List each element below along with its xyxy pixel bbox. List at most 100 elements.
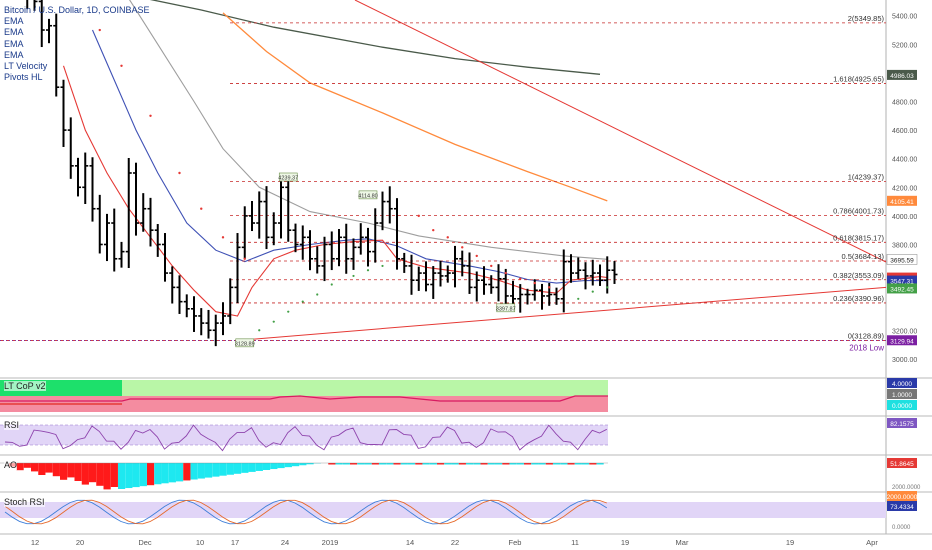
legend-item: EMA [4,16,24,27]
ao-bar [110,463,118,487]
ao-bar [371,463,379,465]
ao-bar [422,463,430,465]
rsi-pane-label: RSI [4,420,20,430]
ao-bar [45,463,53,473]
ao-bar [139,463,147,487]
velocity-dot [577,297,580,300]
ao-bar [89,463,97,483]
x-tick-label: 17 [231,538,239,547]
ao-bar [473,463,481,465]
velocity-dot [461,246,464,249]
pivot-label: 3128.89 [235,341,255,347]
pivot-label-box [235,338,255,348]
velocity-dot [272,320,275,323]
cop-badge-label: 4.0000 [892,381,912,388]
price-badge [886,254,918,265]
stoch-badge [887,501,917,511]
ao-bar [96,463,104,486]
velocity-dot [475,254,478,258]
ao-bar [524,463,532,465]
ao-bar [23,463,31,468]
ao-bar [263,463,271,470]
ao-bar [589,463,597,465]
price-badge [887,275,917,286]
ao-bar [103,463,111,490]
ao-bar [168,463,176,483]
ao-bar [255,463,263,471]
pivot-label-box [496,303,516,313]
price-badge [887,69,917,80]
velocity-dot [606,286,609,289]
velocity-dot [98,28,101,32]
velocity-dot [149,114,152,118]
velocity-dot [519,277,522,280]
ao-badge-label: 51.8645 [890,461,914,468]
velocity-dot [301,300,304,303]
stoch-pane-label: Stoch RSI [4,497,45,507]
cop-badge [887,378,917,388]
pivot-label: 3397.87 [496,306,516,312]
velocity-dot [533,281,536,285]
velocity-dot [548,286,551,289]
chart-title: Bitcoin / U.S. Dollar, 1D, COINBASE [4,5,150,15]
y-tick-label: 4600.00 [892,128,917,135]
legend-item: EMA [4,38,24,49]
ao-bar [408,463,416,465]
stoch-d-line [4,499,607,525]
y-tick-label: 4000.00 [892,214,917,221]
x-tick-label: 20 [76,538,84,547]
ao-bar [516,463,524,465]
fib-level-label: 0.236(3390.96) [833,294,884,303]
stoch-band [0,502,886,518]
ao-bar [270,463,278,470]
price-badge-label: 3129.94 [890,338,914,345]
ao-bar [292,463,300,467]
ao-bar [574,463,582,465]
fib-level-label: 2(5349.85) [848,14,885,23]
ao-bar [458,463,466,465]
x-tick-label: Apr [866,538,878,547]
x-tick-label: 10 [196,538,204,547]
ao-bar [545,463,553,465]
stoch-lower-label: 0.0000 [892,525,911,531]
x-tick-label: 2019 [322,538,339,547]
ao-bar [393,463,401,465]
ao-bar [415,463,423,465]
velocity-dot [221,236,225,239]
ao-bar [205,463,213,478]
ao-bar [531,463,539,465]
rsi-badge [887,418,917,428]
velocity-dot [366,269,370,272]
ao-bar [437,463,445,465]
legend-item: Pivots HL [4,72,43,83]
price-badge-label: 3695.59 [890,257,914,264]
ao-bar [197,463,205,479]
velocity-dot [258,329,261,332]
ao-bar [553,463,561,465]
ao-bar [81,463,89,485]
fib-level-label: 1(4239.37) [848,173,885,182]
y-tick-label: 3000.00 [892,357,917,364]
price-badge [887,283,917,294]
ao-bar [16,463,24,471]
y-tick-label: 5200.00 [892,42,917,49]
rsi-badge-label: 82.1575 [890,421,914,428]
low-label: 2018 Low [849,343,884,352]
stoch-badge-label: 73.4334 [890,504,914,511]
x-tick-label: 22 [451,538,459,547]
ao-bar [444,463,452,465]
ao-bar [386,463,394,465]
velocity-dot [330,283,333,286]
ema-orange-line [222,12,608,202]
velocity-dot [178,171,181,175]
ao-bar [154,463,162,485]
ao-bar [125,463,133,489]
ao-bar [161,463,169,484]
price-badge-label: 4105.41 [890,199,914,206]
velocity-dot [316,293,319,296]
velocity-dot [504,271,507,275]
ao-bar [306,463,314,465]
y-tick-label: 5400.00 [892,14,917,21]
pivot-label-box [278,172,298,182]
